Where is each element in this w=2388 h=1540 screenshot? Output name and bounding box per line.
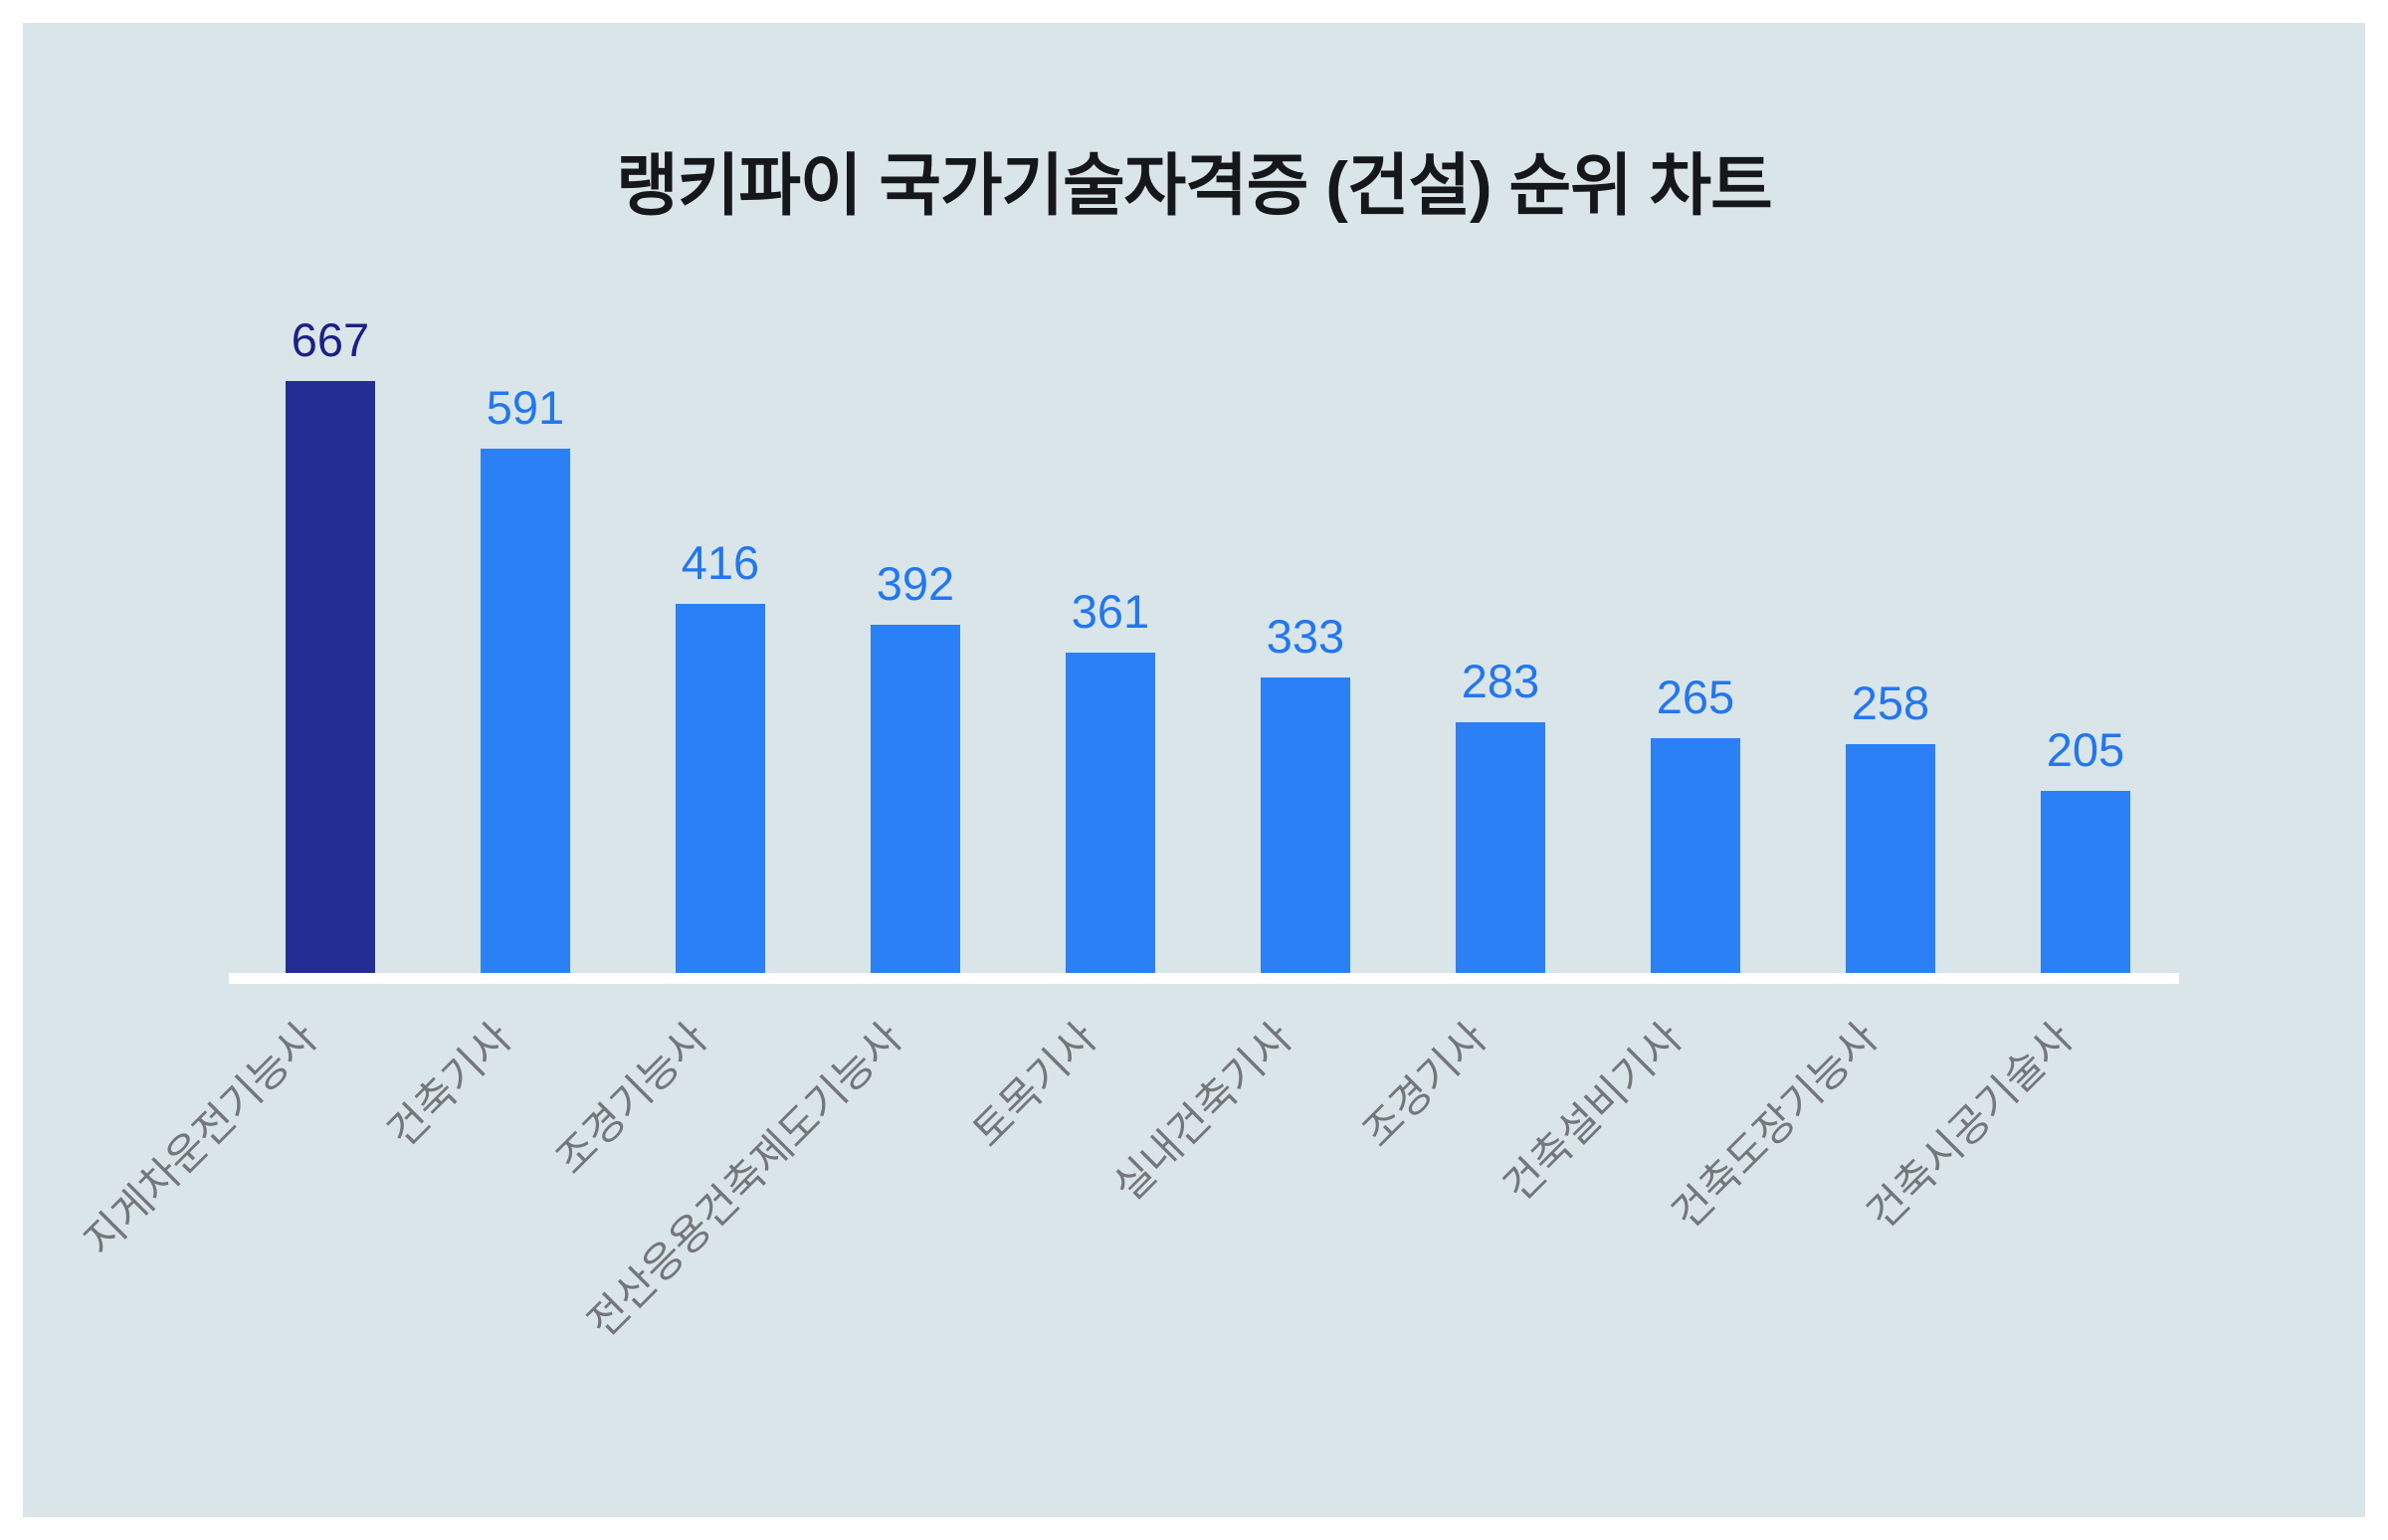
- category-label: 실내건축기사: [1104, 1014, 1301, 1211]
- bar-value-label: 283: [1461, 655, 1540, 707]
- category-label: 건축시공기술사: [1857, 1014, 2082, 1238]
- chart-panel-background: [23, 23, 2365, 1517]
- bar: [676, 604, 765, 973]
- bar-value-label: 265: [1656, 671, 1735, 723]
- bar-value-label: 416: [681, 536, 760, 589]
- bar: [871, 625, 960, 973]
- bar: [1651, 738, 1740, 973]
- bar: [1846, 744, 1935, 973]
- category-label: 지게차운전기능사: [75, 1014, 326, 1264]
- bar: [1261, 677, 1350, 973]
- bar: [1456, 722, 1545, 973]
- category-label: 건축설비기사: [1494, 1014, 1692, 1211]
- bar-value-label: 392: [876, 557, 955, 610]
- bar-value-label: 258: [1851, 676, 1930, 729]
- bar: [2041, 791, 2130, 973]
- bar: [1066, 653, 1155, 973]
- bar-value-label: 667: [291, 313, 370, 366]
- category-label: 건축기사: [378, 1014, 521, 1156]
- category-label: 건축도장기능사: [1662, 1014, 1887, 1238]
- bar-value-label: 361: [1071, 585, 1150, 638]
- chart-title: 랭키파이 국가기술자격증 (건설) 순위 차트: [616, 148, 1772, 224]
- bar: [481, 449, 570, 973]
- bar-value-label: 591: [486, 381, 565, 434]
- bar: [286, 381, 375, 973]
- category-label: 토목기사: [963, 1014, 1106, 1156]
- bar-value-label: 205: [2046, 723, 2125, 776]
- x-axis-line: [229, 973, 2179, 984]
- category-label: 조경기사: [1353, 1014, 1496, 1156]
- bar-value-label: 333: [1266, 610, 1345, 663]
- category-label: 조경기능사: [546, 1014, 716, 1183]
